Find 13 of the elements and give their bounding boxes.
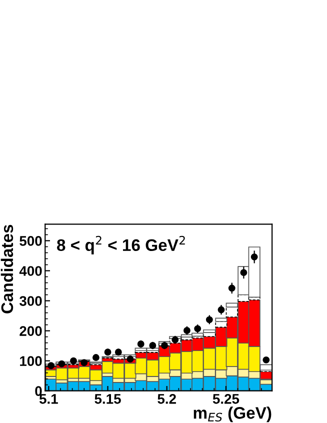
y-tick-label: 300 [19,296,42,306]
x-tick-label: 5.2 [158,394,176,404]
y-tick-label: 200 [20,326,42,336]
y-tick-label: 500 [20,236,42,246]
y-tick-label: 400 [19,266,42,276]
y-tick-label: 0 [35,386,42,396]
annotation: 8 < q$^{2}$ < 16 GeV$^{2}$ [57,236,185,254]
y-tick-label: 100 [20,356,42,366]
x-tick-label: 5.25 [212,394,240,404]
x-tick-label: 5.1 [39,394,58,404]
x-tick-label: 5.15 [94,394,121,404]
y-axis-title: Candidates [0,224,14,314]
x-axis-title: m$_{ES}$ (GeV) [194,406,272,422]
